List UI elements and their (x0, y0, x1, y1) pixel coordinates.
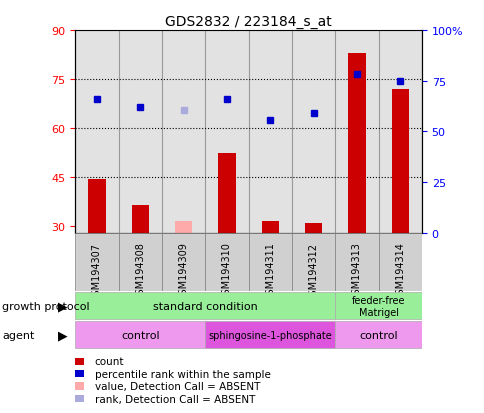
Text: GSM194311: GSM194311 (265, 242, 274, 301)
Text: count: count (94, 356, 124, 366)
Bar (75, 321, 205, 349)
Bar (391, 90, 408, 233)
Bar (334, 292, 421, 320)
Text: GSM194312: GSM194312 (308, 242, 318, 301)
Text: GSM194314: GSM194314 (394, 242, 405, 301)
Bar (378, 233, 421, 291)
Text: control: control (359, 330, 397, 340)
Text: control: control (121, 330, 159, 340)
Text: sphingosine-1-phosphate: sphingosine-1-phosphate (208, 330, 332, 340)
Text: ▶: ▶ (58, 300, 68, 313)
Bar (248, 233, 291, 291)
Text: ▶: ▶ (58, 329, 68, 342)
Bar (131, 206, 149, 233)
Bar (334, 321, 421, 349)
Text: GSM194307: GSM194307 (91, 242, 102, 301)
Bar (75, 233, 118, 291)
Bar (118, 31, 162, 233)
Text: rank, Detection Call = ABSENT: rank, Detection Call = ABSENT (94, 394, 255, 404)
Text: GSM194310: GSM194310 (222, 242, 231, 301)
Bar (291, 233, 334, 291)
Bar (162, 31, 205, 233)
Bar (118, 233, 162, 291)
Bar (348, 54, 365, 233)
Bar (304, 223, 321, 233)
Title: GDS2832 / 223184_s_at: GDS2832 / 223184_s_at (165, 14, 331, 28)
Bar (162, 233, 205, 291)
Bar (291, 31, 334, 233)
Text: growth protocol: growth protocol (2, 301, 90, 311)
Bar (334, 31, 378, 233)
Bar (88, 180, 106, 233)
Text: GSM194313: GSM194313 (351, 242, 361, 301)
Text: agent: agent (2, 330, 35, 340)
Bar (175, 222, 192, 233)
Text: standard condition: standard condition (152, 301, 257, 311)
Bar (378, 31, 421, 233)
Text: value, Detection Call = ABSENT: value, Detection Call = ABSENT (94, 381, 259, 391)
Text: feeder-free
Matrigel: feeder-free Matrigel (351, 295, 405, 317)
Bar (205, 321, 334, 349)
Bar (205, 31, 248, 233)
Text: GSM194308: GSM194308 (135, 242, 145, 301)
Bar (75, 292, 334, 320)
Bar (205, 233, 248, 291)
Bar (75, 31, 118, 233)
Text: percentile rank within the sample: percentile rank within the sample (94, 369, 270, 379)
Bar (261, 222, 278, 233)
Bar (218, 153, 235, 233)
Bar (248, 31, 291, 233)
Bar (334, 233, 378, 291)
Text: GSM194309: GSM194309 (178, 242, 188, 301)
